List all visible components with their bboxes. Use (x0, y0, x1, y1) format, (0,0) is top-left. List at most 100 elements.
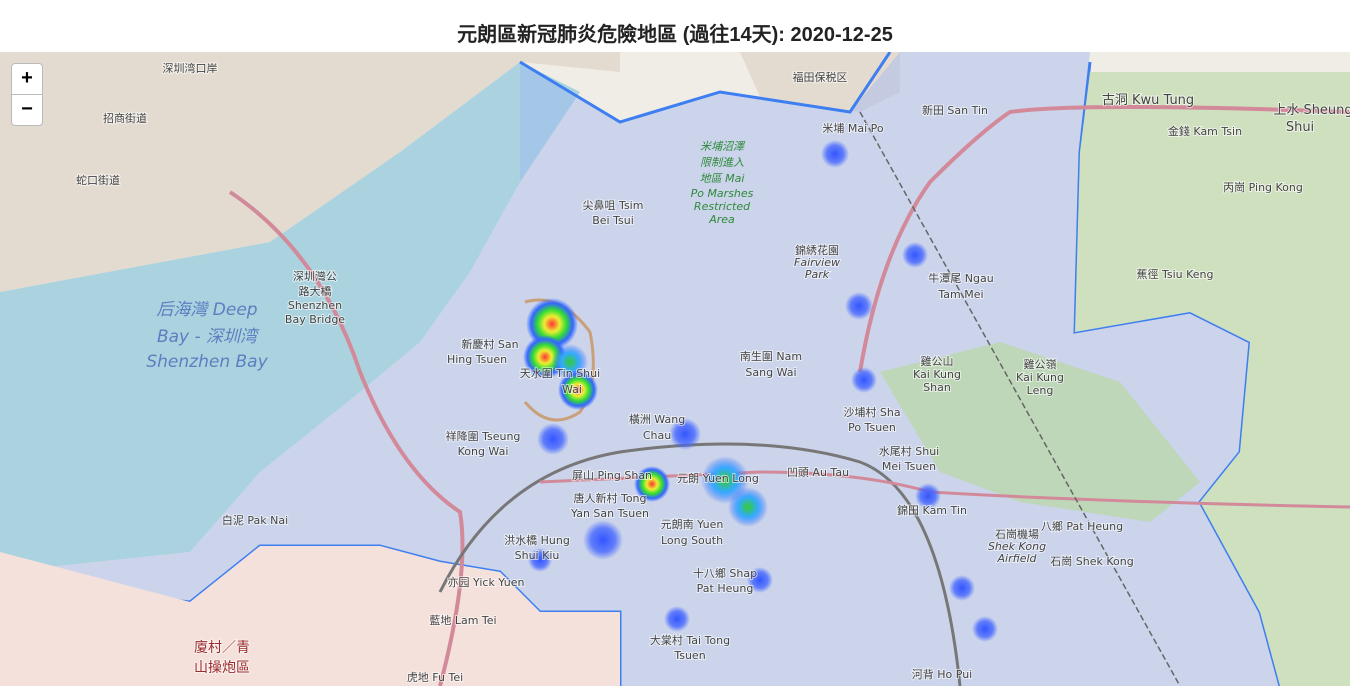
place-label: 限制進入 (700, 156, 744, 169)
place-label: Tsuen (673, 649, 705, 662)
tuen-mun (0, 546, 620, 686)
place-label: 尖鼻咀 Tsim (583, 198, 644, 212)
hotspot (583, 520, 623, 560)
place-label: 新慶村 San (461, 337, 518, 351)
zoom-in-button[interactable]: + (11, 63, 43, 95)
place-label: Shenzhen (288, 299, 342, 312)
place-label: Pat Heung (697, 582, 754, 595)
place-label: 沙埔村 Sha (843, 405, 900, 419)
place-label: Shui (1286, 120, 1314, 135)
place-label: 唐人新村 Tong (573, 491, 646, 505)
place-label: 深圳湾口岸 (163, 61, 218, 75)
place-label: 深圳灣公 (293, 270, 337, 283)
place-label: 雞公嶺 (1024, 357, 1057, 371)
road (228, 190, 465, 686)
place-label: 古洞 Kwu Tung (1102, 93, 1194, 108)
place-label: 錦綉花園 (795, 243, 839, 257)
place-label: 金錢 Kam Tsin (1168, 124, 1242, 138)
place-label: Shui Kiu (515, 549, 560, 562)
place-label: 米埔 Mai Po (822, 122, 884, 135)
district-area (0, 52, 1280, 686)
place-label: 福田保税区 (793, 70, 848, 84)
place-label: Bay Bridge (285, 313, 345, 326)
place-label: Long South (661, 534, 723, 547)
place-label: 橫洲 Wang (629, 412, 685, 426)
pipeline (859, 111, 1181, 686)
hotspot (949, 575, 975, 601)
place-label: 招商街道 (103, 111, 147, 125)
place-label: Restricted (694, 200, 751, 213)
hotspot (664, 606, 690, 632)
place-label: 大棠村 Tai Tong (650, 633, 730, 647)
place-label: 蕉徑 Tsiu Keng (1136, 268, 1213, 281)
place-label: Kong Wai (458, 445, 509, 458)
hotspot (845, 292, 873, 320)
place-label: Mei Tsuen (882, 460, 936, 473)
hotspot (902, 242, 928, 268)
place-label: Kai Kung (1016, 371, 1064, 384)
place-label: 米埔沼澤 (700, 140, 746, 153)
place-label: 八鄉 Pat Heung (1041, 520, 1123, 533)
place-label: 石崗機場 (995, 527, 1039, 541)
place-label: 十八鄉 Shap (693, 566, 757, 580)
place-label: 石崗 Shek Kong (1050, 555, 1133, 568)
place-label: 雞公山 (921, 354, 954, 368)
hotspot (851, 367, 877, 393)
place-label: 白泥 Pak Nai (222, 513, 288, 527)
place-label: Bei Tsui (592, 214, 634, 227)
place-label: Wai (562, 383, 582, 396)
railway (438, 442, 962, 686)
hotspot (747, 567, 773, 593)
place-label: Tam Mei (937, 288, 983, 301)
place-label: 亦园 Yick Yuen (448, 575, 525, 589)
place-label: Yan San Tsuen (570, 507, 649, 520)
place-label: Park (805, 268, 830, 281)
place-label: 后海灣 Deep (156, 300, 257, 320)
place-label: Airfield (996, 552, 1037, 565)
hotspot (537, 423, 569, 455)
place-label: 山操炮區 (194, 660, 250, 676)
map-title: 元朗區新冠肺炎危險地區 (過往14天): 2020-12-25 (457, 24, 893, 46)
place-label: 天水圍 Tin Shui (520, 367, 600, 380)
hills (880, 342, 1200, 522)
place-label: 上水 Sheung (1273, 103, 1350, 118)
place-label: Fairview (794, 256, 840, 269)
place-label: Shek Kong (988, 540, 1046, 553)
zoom-out-button[interactable]: − (11, 94, 43, 126)
place-label: Chau (643, 429, 671, 442)
map: 深圳湾口岸 招商街道 蛇口街道 后海灣 Deep Bay - 深圳湾 Shenz… (0, 52, 1350, 686)
hotspot (821, 140, 849, 168)
hotspot (669, 418, 701, 450)
place-label: 牛潭尾 Ngau (928, 271, 993, 285)
place-label: 蛇口街道 (76, 173, 120, 187)
place-label: Leng (1027, 384, 1054, 397)
place-label: Area (708, 213, 735, 226)
place-label: 屏山 Ping Shan (572, 469, 652, 482)
place-label: 凹頭 Au Tau (787, 466, 849, 479)
hotspot (915, 483, 941, 509)
shenzhen-urban (0, 52, 620, 292)
hotspot (528, 548, 552, 572)
place-label: 南生圍 Nam (740, 349, 802, 363)
hotspot (558, 370, 598, 410)
place-label: 廈村／青 (194, 639, 250, 656)
place-label: 水尾村 Shui (879, 444, 939, 458)
road (858, 105, 1350, 373)
place-label: 地區 Mai (700, 172, 745, 185)
place-label: Bay - 深圳湾 (157, 327, 260, 347)
place-label: 藍地 Lam Tei (429, 614, 496, 627)
place-label: 丙崗 Ping Kong (1223, 181, 1303, 194)
hotspot (634, 466, 670, 502)
place-label: Po Marshes (691, 187, 754, 200)
north-district (1075, 72, 1350, 686)
place-label: 新田 San Tin (922, 103, 988, 117)
place-label: Sang Wai (745, 366, 796, 379)
place-label: Shenzhen Bay (146, 352, 268, 372)
labels: 深圳湾口岸 招商街道 蛇口街道 后海灣 Deep Bay - 深圳湾 Shenz… (75, 60, 1350, 685)
place-label: Po Tsuen (848, 421, 896, 434)
place-label: Shan (923, 381, 951, 394)
place-label: 錦田 Kam Tin (897, 503, 967, 517)
place-label: Hing Tsuen (447, 353, 507, 366)
sea (0, 62, 580, 572)
